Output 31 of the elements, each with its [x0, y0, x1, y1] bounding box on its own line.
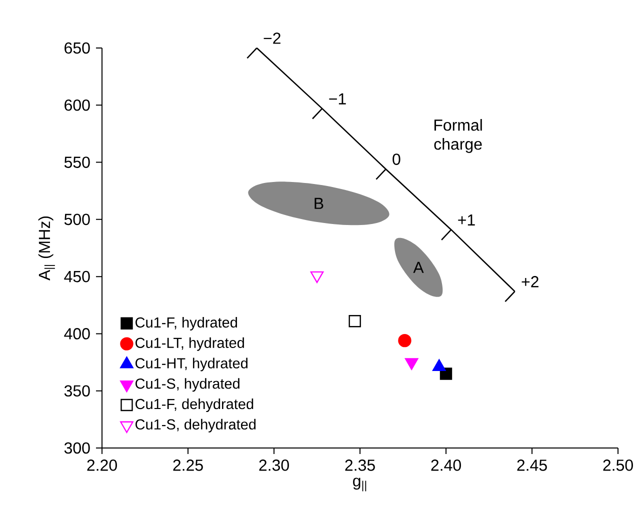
annotation: −1	[329, 93, 346, 104]
y-tick-label: 600	[64, 99, 90, 111]
legend-label: Cu1-F, hydrated	[136, 316, 237, 330]
y-axis-title: A$_{||}$ (MHz)	[38, 216, 55, 280]
x-axis-title: g$_{||}$	[353, 478, 366, 492]
x-tick-label: 2.20	[87, 460, 117, 471]
annotation: +1	[458, 214, 475, 226]
x-tick-label: 2.35	[345, 460, 375, 471]
annotation: −2	[264, 32, 280, 44]
annotation: 0	[392, 154, 400, 165]
annotation: Formal charge	[434, 119, 482, 153]
legend-label: Cu1-HT, hydrated	[136, 358, 248, 372]
legend-label: Cu1-S, dehydrated	[136, 418, 256, 432]
series-label: A	[413, 262, 424, 273]
y-tick-label: 650	[64, 42, 90, 54]
series-label: B	[314, 198, 324, 209]
y-tick-label: 400	[64, 328, 90, 340]
x-tick-label: 2.40	[431, 460, 461, 471]
y-tick-label: 500	[64, 214, 90, 226]
y-tick-label: 550	[64, 156, 90, 168]
annotation: +2	[522, 276, 538, 288]
y-tick-label: 450	[64, 270, 90, 282]
y-tick-label: 300	[64, 442, 90, 454]
legend-label: Cu1-F, dehydrated	[136, 398, 254, 412]
x-tick-label: 2.45	[517, 460, 547, 471]
x-tick-label: 2.50	[603, 460, 633, 471]
y-tick-label: 350	[64, 385, 90, 397]
x-tick-label: 2.25	[173, 460, 203, 471]
x-tick-label: 2.30	[259, 460, 289, 471]
legend-label: Cu1-S, hydrated	[136, 378, 240, 392]
legend-label: Cu1-LT, hydrated	[136, 337, 244, 351]
